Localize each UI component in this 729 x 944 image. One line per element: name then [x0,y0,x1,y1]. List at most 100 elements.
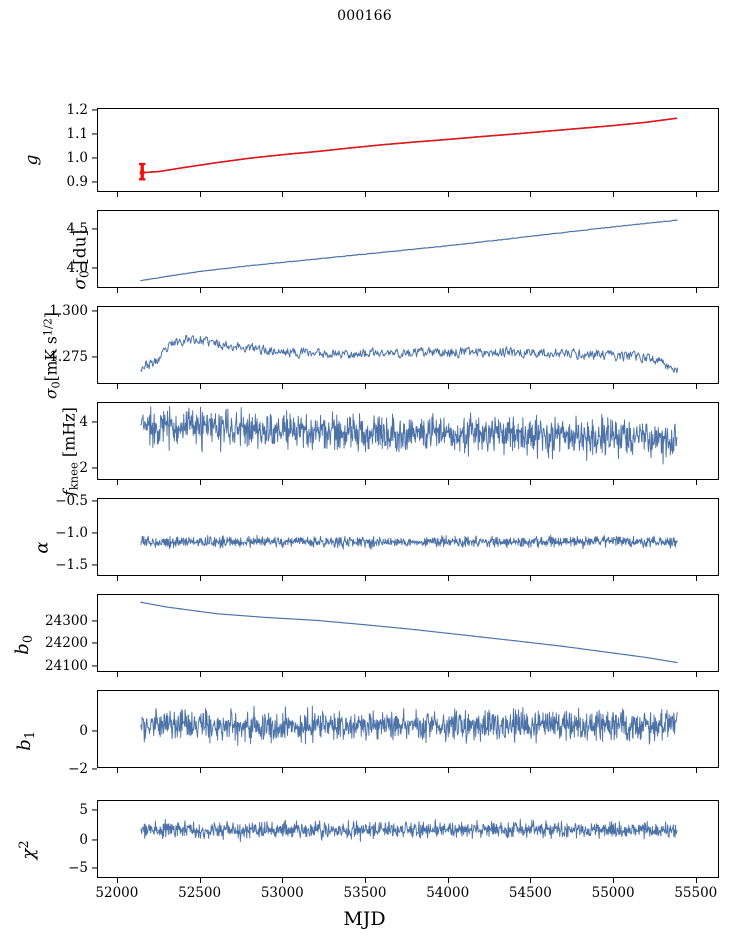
xtickmark-panel1-53500 [365,288,367,293]
ytick-alpha-2: −1.5 [55,557,88,573]
xtickmark-panel6-53000 [282,768,284,773]
xtickmark-panel1-52000 [116,288,118,293]
xtickmark-panel3-54500 [530,480,532,485]
xtickmark-panel6-55500 [695,768,697,773]
xtickmark-panel7-52000 [116,878,118,883]
ytick-g-0: 1.2 [66,102,88,118]
ytick-chi2-2: −5 [68,860,88,876]
xtickmark-panel2-53500 [365,384,367,389]
xtickmark-panel0-54000 [447,192,449,197]
ytickmark-sigma0du-1 [92,267,97,269]
xtickmark-panel6-55000 [613,768,615,773]
panel-g [97,108,719,192]
ytick-sigma0du-0: 4.5 [66,221,88,237]
ytick-b0-0: 24300 [45,613,88,629]
xtickmark-panel3-52000 [116,480,118,485]
ytick-b1-0: 0 [79,723,88,739]
ytick-b1-1: −2 [68,761,88,777]
xtickmark-panel7-54000 [447,878,449,883]
ytickmark-g-0 [92,109,97,111]
xtick-label-52500: 52500 [178,885,222,901]
ytickmark-sigma0du-0 [92,228,97,230]
ytick-sigma0du-1: 4.0 [66,260,88,276]
xtick-label-55000: 55000 [591,885,635,901]
xtickmark-panel4-54500 [530,576,532,581]
ytick-g-2: 1.0 [66,150,88,166]
ylabel-b1: b1 [14,730,38,751]
xtickmark-panel3-55500 [695,480,697,485]
xtickmark-panel1-53000 [282,288,284,293]
ytickmark-sigma0mk-0 [92,310,97,312]
xtickmark-panel0-53000 [282,192,284,197]
xtickmark-panel5-55500 [695,672,697,677]
panel-b1 [97,690,719,768]
ytick-b0-2: 24100 [45,658,88,674]
ytickmark-alpha-2 [92,564,97,566]
xtickmark-panel5-52500 [199,672,201,677]
xtickmark-panel6-54000 [447,768,449,773]
ytickmark-fknee-1 [92,467,97,469]
ytick-alpha-0: −0.5 [55,493,88,509]
panel-chi2 [97,800,719,878]
xtickmark-panel6-52500 [199,768,201,773]
xtickmark-panel0-52500 [199,192,201,197]
xtickmark-panel0-53500 [365,192,367,197]
ylabel-chi2: χ2 [17,840,39,860]
ylabel-g: g [22,154,42,166]
xtickmark-panel1-55500 [695,288,697,293]
xtickmark-panel4-55500 [695,576,697,581]
xtickmark-panel2-53000 [282,384,284,389]
ytickmark-b0-0 [92,620,97,622]
panel-sigma0-mk-plot [140,334,679,374]
panel-sigma0-du-plot [140,219,678,282]
xtickmark-panel7-53500 [365,878,367,883]
xtickmark-panel0-55000 [613,192,615,197]
panel-sigma0-mk [97,306,719,384]
xtickmark-panel6-54500 [530,768,532,773]
xtick-label-54500: 54500 [508,885,552,901]
xtick-label-53500: 53500 [343,885,387,901]
xtickmark-panel4-52000 [116,576,118,581]
ytickmark-chi2-0 [92,809,97,811]
ytickmark-alpha-1 [92,532,97,534]
panel-sigma0-du [97,210,719,288]
xtickmark-panel1-52500 [199,288,201,293]
xtickmark-panel1-55000 [613,288,615,293]
xtick-label-53000: 53000 [260,885,304,901]
xtickmark-panel7-52500 [199,878,201,883]
xtickmark-panel1-54000 [447,288,449,293]
xtickmark-panel5-52000 [116,672,118,677]
ytickmark-chi2-2 [92,867,97,869]
xtickmark-panel7-54500 [530,878,532,883]
ytick-fknee-0: 4 [79,414,88,430]
xtick-label-52000: 52000 [95,885,139,901]
ytickmark-sigma0mk-1 [92,356,97,358]
xtickmark-panel5-54500 [530,672,532,677]
ytickmark-g-2 [92,157,97,159]
ytick-g-3: 0.9 [66,174,88,190]
xtickmark-panel6-53500 [365,768,367,773]
xtickmark-panel2-52500 [199,384,201,389]
ylabel-alpha: α [31,541,53,554]
panel-g-plot [138,117,678,181]
xtickmark-panel2-52000 [116,384,118,389]
xtickmark-panel0-54500 [530,192,532,197]
xtickmark-panel2-55500 [695,384,697,389]
panel-chi2-plot [140,818,678,843]
xtickmark-panel5-54000 [447,672,449,677]
xtickmark-panel4-53000 [282,576,284,581]
xtick-label-55500: 55500 [674,885,718,901]
xtickmark-panel2-55000 [613,384,615,389]
xtickmark-panel0-55500 [695,192,697,197]
xtickmark-panel7-55500 [695,878,697,883]
xtickmark-panel2-54000 [447,384,449,389]
ytickmark-g-1 [92,133,97,135]
xtickmark-panel5-55000 [613,672,615,677]
xtickmark-panel2-54500 [530,384,532,389]
ytickmark-g-3 [92,181,97,183]
xtickmark-panel6-52000 [116,768,118,773]
xtickmark-panel3-53000 [282,480,284,485]
xtickmark-panel3-54000 [447,480,449,485]
ytickmark-b0-2 [92,665,97,667]
